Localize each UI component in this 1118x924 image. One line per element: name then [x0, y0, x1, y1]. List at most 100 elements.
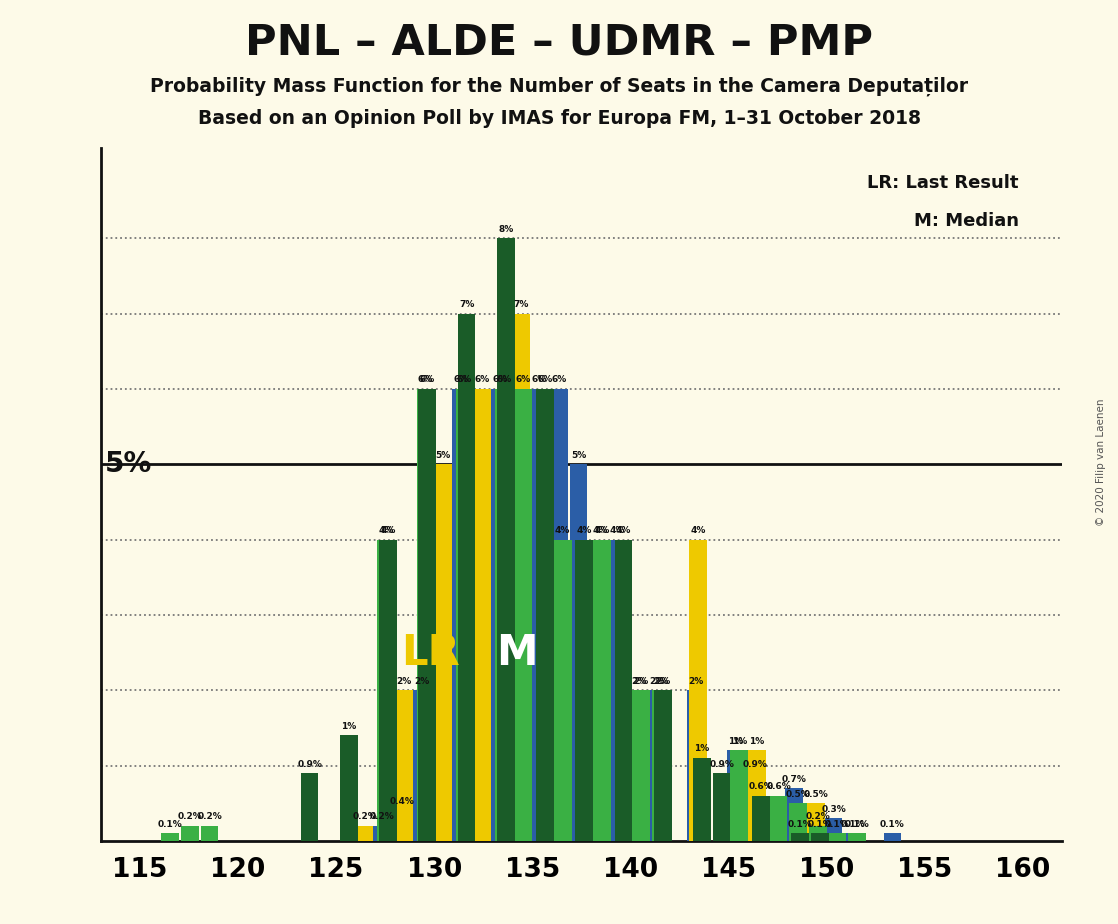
- Bar: [161, 833, 179, 841]
- Bar: [809, 826, 826, 841]
- Bar: [301, 773, 319, 841]
- Bar: [418, 389, 436, 841]
- Bar: [786, 788, 803, 841]
- Bar: [652, 690, 670, 841]
- Text: 7%: 7%: [458, 300, 474, 309]
- Bar: [594, 540, 610, 841]
- Bar: [648, 690, 665, 841]
- Text: 1%: 1%: [749, 737, 765, 746]
- Text: 1%: 1%: [341, 722, 357, 731]
- Bar: [825, 819, 842, 841]
- Text: 0.2%: 0.2%: [352, 812, 377, 821]
- Text: 0.9%: 0.9%: [297, 760, 322, 769]
- Text: 0.1%: 0.1%: [807, 820, 832, 829]
- Bar: [456, 389, 473, 841]
- Text: 2%: 2%: [689, 676, 703, 686]
- Bar: [495, 389, 513, 841]
- Bar: [553, 540, 571, 841]
- Text: 4%: 4%: [577, 526, 593, 535]
- Bar: [769, 796, 787, 841]
- Text: 0.9%: 0.9%: [709, 760, 735, 769]
- Text: 5%: 5%: [435, 451, 451, 460]
- Text: 0.9%: 0.9%: [742, 760, 767, 769]
- Text: 0.1%: 0.1%: [825, 820, 850, 829]
- Text: 0.5%: 0.5%: [804, 790, 828, 798]
- Text: 0.1%: 0.1%: [788, 820, 813, 829]
- Text: © 2020 Filip van Laenen: © 2020 Filip van Laenen: [1097, 398, 1106, 526]
- Text: 6%: 6%: [475, 375, 490, 384]
- Bar: [394, 810, 410, 841]
- Text: 2%: 2%: [396, 676, 411, 686]
- Bar: [413, 690, 430, 841]
- Bar: [693, 758, 711, 841]
- Bar: [727, 750, 745, 841]
- Bar: [434, 464, 452, 841]
- Bar: [690, 540, 707, 841]
- Text: 2%: 2%: [650, 676, 664, 686]
- Text: 6%: 6%: [453, 375, 468, 384]
- Text: M: M: [496, 631, 538, 674]
- Text: 0.2%: 0.2%: [805, 812, 831, 821]
- Bar: [849, 833, 865, 841]
- Text: 4%: 4%: [555, 526, 570, 535]
- Text: 2%: 2%: [414, 676, 429, 686]
- Bar: [883, 833, 901, 841]
- Bar: [201, 826, 218, 841]
- Bar: [615, 540, 633, 841]
- Text: 4%: 4%: [691, 526, 705, 535]
- Text: PNL – ALDE – UDMR – PMP: PNL – ALDE – UDMR – PMP: [245, 21, 873, 63]
- Bar: [452, 389, 470, 841]
- Text: Probability Mass Function for the Number of Seats in the Camera Deputaților: Probability Mass Function for the Number…: [150, 77, 968, 96]
- Text: 0.1%: 0.1%: [880, 820, 904, 829]
- Text: 6%: 6%: [531, 375, 547, 384]
- Text: 2%: 2%: [653, 676, 669, 686]
- Text: LR: Last Result: LR: Last Result: [868, 175, 1018, 192]
- Text: 0.1%: 0.1%: [158, 820, 182, 829]
- Bar: [356, 826, 373, 841]
- Bar: [752, 796, 769, 841]
- Bar: [514, 389, 532, 841]
- Text: 0.1%: 0.1%: [841, 820, 865, 829]
- Text: 4%: 4%: [616, 526, 632, 535]
- Bar: [688, 690, 705, 841]
- Text: 6%: 6%: [418, 375, 433, 384]
- Bar: [491, 389, 509, 841]
- Bar: [828, 833, 846, 841]
- Text: 4%: 4%: [380, 526, 396, 535]
- Text: 0.7%: 0.7%: [781, 774, 807, 784]
- Text: 6%: 6%: [551, 375, 567, 384]
- Bar: [591, 540, 609, 841]
- Bar: [654, 690, 672, 841]
- Text: 0.1%: 0.1%: [845, 820, 870, 829]
- Bar: [473, 389, 491, 841]
- Bar: [498, 238, 514, 841]
- Bar: [340, 736, 358, 841]
- Bar: [417, 389, 434, 841]
- Text: 5%: 5%: [571, 451, 586, 460]
- Bar: [530, 389, 548, 841]
- Text: 6%: 6%: [492, 375, 508, 384]
- Text: M: Median: M: Median: [913, 212, 1018, 230]
- Text: 0.2%: 0.2%: [178, 812, 202, 821]
- Bar: [631, 690, 648, 841]
- Text: Based on an Opinion Poll by IMAS for Europa FM, 1–31 October 2018: Based on an Opinion Poll by IMAS for Eur…: [198, 109, 920, 128]
- Bar: [576, 540, 594, 841]
- Text: 5%: 5%: [105, 450, 152, 479]
- Text: 2%: 2%: [655, 676, 671, 686]
- Text: 1%: 1%: [694, 745, 710, 753]
- Bar: [379, 540, 397, 841]
- Bar: [746, 773, 764, 841]
- Bar: [609, 540, 626, 841]
- Text: 4%: 4%: [610, 526, 625, 535]
- Bar: [713, 773, 730, 841]
- Text: 0.4%: 0.4%: [389, 797, 415, 806]
- Text: 1%: 1%: [731, 737, 747, 746]
- Text: 0.5%: 0.5%: [786, 790, 811, 798]
- Bar: [457, 313, 475, 841]
- Bar: [748, 750, 766, 841]
- Text: 6%: 6%: [419, 375, 435, 384]
- Bar: [807, 803, 825, 841]
- Text: 6%: 6%: [515, 375, 531, 384]
- Text: 4%: 4%: [593, 526, 608, 535]
- Text: 0.2%: 0.2%: [370, 812, 395, 821]
